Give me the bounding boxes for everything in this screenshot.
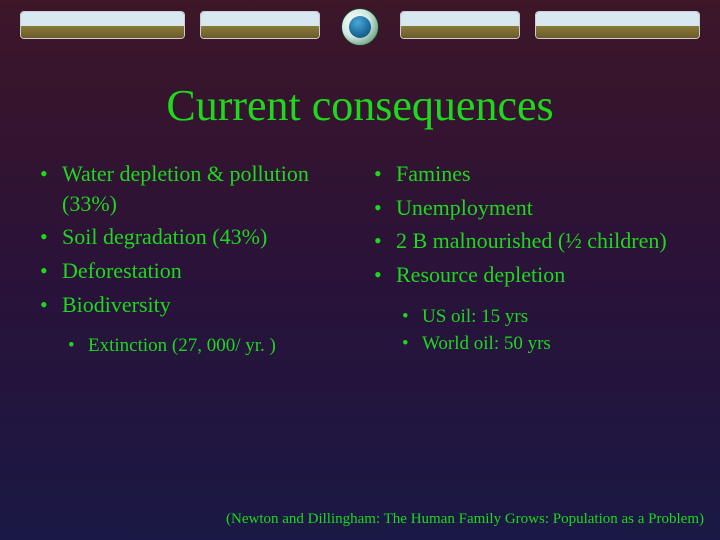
list-item: Soil degradation (43%) [36,222,350,252]
sub-list-item: Extinction (27, 000/ yr. ) [36,333,350,359]
right-column: Famines Unemployment 2 B malnourished (½… [370,159,684,361]
right-sub-list: US oil: 15 yrs World oil: 50 yrs [370,304,684,357]
left-list: Water depletion & pollution (33%) Soil d… [36,159,350,319]
globe-icon [341,8,379,46]
left-column: Water depletion & pollution (33%) Soil d… [36,159,350,361]
list-item: Famines [370,159,684,189]
right-list: Famines Unemployment 2 B malnourished (½… [370,159,684,290]
slide-title: Current consequences [0,80,720,131]
landscape-strip [535,11,700,39]
sub-list-item: World oil: 50 yrs [370,331,684,357]
list-item: Unemployment [370,193,684,223]
list-item: Resource depletion [370,260,684,290]
sub-list-item: US oil: 15 yrs [370,304,684,330]
landscape-strip [20,11,185,39]
list-item: Water depletion & pollution (33%) [36,159,350,218]
list-item: 2 B malnourished (½ children) [370,226,684,256]
content-columns: Water depletion & pollution (33%) Soil d… [0,159,720,361]
list-item: Deforestation [36,256,350,286]
citation-text: (Newton and Dillingham: The Human Family… [226,511,704,528]
landscape-strip [200,11,320,39]
header-decoration [0,0,720,50]
landscape-strip [400,11,520,39]
list-item: Biodiversity [36,290,350,320]
left-sub-list: Extinction (27, 000/ yr. ) [36,333,350,359]
